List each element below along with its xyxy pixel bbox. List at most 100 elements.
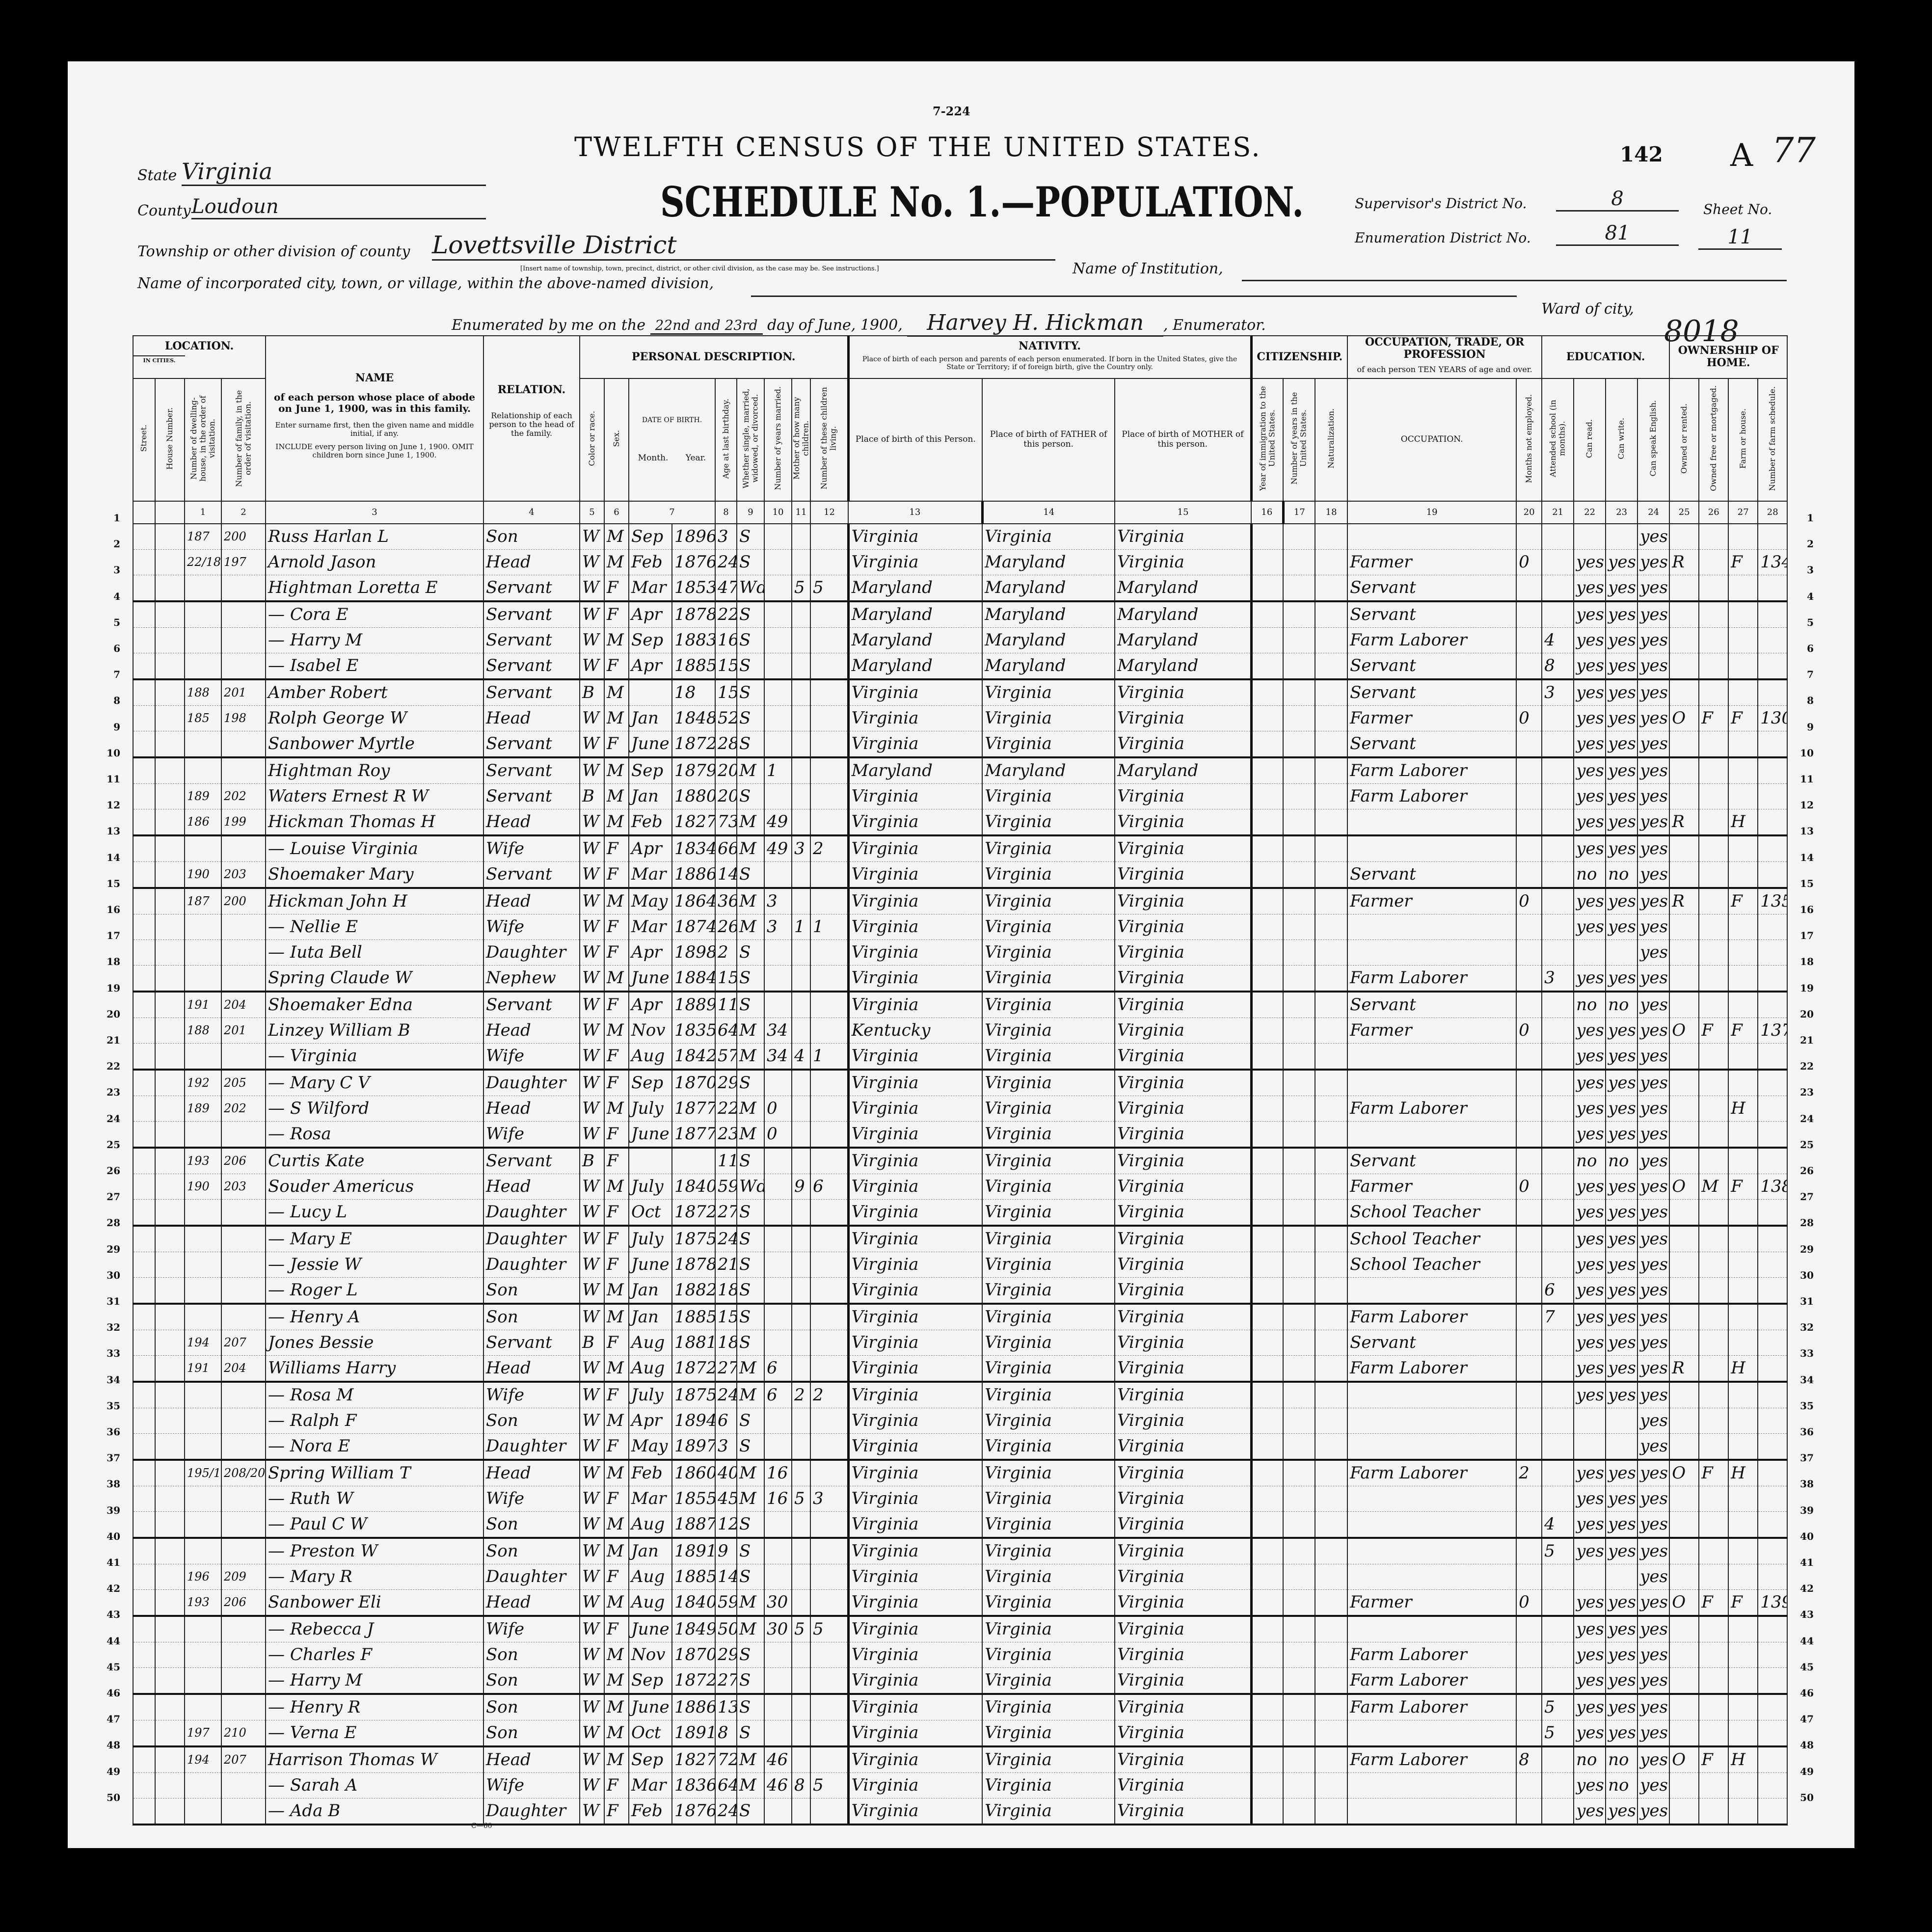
marital-status-cell: M xyxy=(736,1043,765,1071)
line-number-left: 5 xyxy=(113,616,120,628)
table-row: 185 198 Rolph George W Head W M Jan 1848 52 S Virg… xyxy=(133,705,1788,731)
city-label: Name of incorporated city, town, or vill… xyxy=(137,275,714,292)
street-cell xyxy=(133,1563,156,1590)
occupation-group-title: OCCUPATION, TRADE, OR PROFESSION xyxy=(1365,336,1525,361)
farm-schedule-number-cell xyxy=(1757,1147,1788,1174)
father-birthplace-cell: Virginia xyxy=(982,1485,1116,1512)
farm-schedule-number-cell: 135 xyxy=(1757,887,1788,914)
free-or-mortgaged-cell xyxy=(1698,1511,1729,1539)
mother-birthplace-cell: Virginia xyxy=(1114,549,1252,575)
years-in-us-cell xyxy=(1283,1173,1316,1200)
table-row: Hightman Loretta EServantWFMar185347Wd55… xyxy=(133,574,1788,602)
marital-status-cell: M xyxy=(736,1381,765,1408)
color-cell: W xyxy=(579,1121,605,1149)
birthplace-cell: Virginia xyxy=(847,939,983,966)
farm-or-house-cell xyxy=(1728,1641,1759,1668)
column-number: 2 xyxy=(220,500,267,524)
color-cell: W xyxy=(579,1069,605,1096)
line-number-right: 6 xyxy=(1807,643,1814,654)
family-number-cell: 209 xyxy=(220,1563,267,1590)
house-cell xyxy=(155,1303,185,1330)
relationship-cell: Wife xyxy=(483,1121,581,1149)
farm-schedule-number-cell xyxy=(1757,1095,1788,1122)
years-married-cell: 49 xyxy=(764,835,793,862)
street-cell xyxy=(133,861,156,889)
line-number-left: 1 xyxy=(113,512,120,524)
relationship-cell: Son xyxy=(483,1277,581,1305)
farm-schedule-number-cell xyxy=(1757,1199,1788,1227)
years-in-us-cell xyxy=(1283,1303,1316,1330)
owned-or-rented-cell: O xyxy=(1669,1173,1700,1200)
birth-month-cell: Oct xyxy=(628,1199,673,1227)
occupation-cell: Servant xyxy=(1347,1329,1517,1356)
color-cell: W xyxy=(579,652,605,680)
years-in-us-cell xyxy=(1283,523,1316,550)
birth-year-cell: 18 xyxy=(671,679,716,706)
line-number-right: 48 xyxy=(1800,1739,1814,1751)
house-cell xyxy=(155,991,185,1018)
immigration-year-cell xyxy=(1250,549,1284,575)
school-months-cell xyxy=(1541,1329,1575,1356)
naturalization-cell xyxy=(1315,757,1348,784)
dwelling-number-cell: 190 xyxy=(184,1173,222,1200)
color-cell: W xyxy=(579,705,605,731)
years-married-cell xyxy=(764,1173,793,1200)
sex-cell: M xyxy=(604,1459,630,1486)
age-cell: 15 xyxy=(715,965,738,993)
birth-month-cell: Apr xyxy=(628,991,673,1018)
naturalization-cell xyxy=(1315,783,1348,809)
column-number: 17 xyxy=(1282,500,1316,524)
can-write-cell: yes xyxy=(1605,1251,1638,1278)
person-name-cell: — Charles F xyxy=(265,1641,484,1668)
dwelling-number-cell: 185 xyxy=(184,705,222,731)
owned-or-rented-cell xyxy=(1669,1303,1700,1330)
street-cell xyxy=(133,1433,156,1461)
birthplace-cell: Virginia xyxy=(847,1615,983,1642)
family-number-cell: 199 xyxy=(220,808,267,836)
months-unemployed-cell xyxy=(1516,1798,1543,1825)
owned-or-rented-cell xyxy=(1669,574,1700,602)
can-read-cell: no xyxy=(1573,991,1607,1018)
house-cell xyxy=(155,705,185,731)
months-unemployed-cell xyxy=(1516,1251,1543,1278)
line-number-left: 39 xyxy=(107,1504,120,1516)
person-name-cell: Hightman Roy xyxy=(265,757,484,784)
naturalization-cell xyxy=(1315,549,1348,575)
birth-year-cell: 1880 xyxy=(671,783,716,809)
farm-or-house-cell: F xyxy=(1728,705,1759,731)
relationship-cell: Son xyxy=(483,1303,581,1330)
school-months-cell xyxy=(1541,1641,1575,1668)
age-cell: 27 xyxy=(715,1355,738,1383)
line-number-right: 45 xyxy=(1800,1661,1814,1673)
school-months-cell xyxy=(1541,1798,1575,1825)
birth-month-cell: Sep xyxy=(628,627,673,653)
color-cell: W xyxy=(579,1225,605,1252)
years-in-us-cell xyxy=(1283,783,1316,809)
can-read-cell: yes xyxy=(1573,1615,1607,1642)
can-speak-english-cell: yes xyxy=(1637,1199,1670,1227)
father-birthplace-cell: Virginia xyxy=(982,1095,1116,1122)
can-read-cell: yes xyxy=(1573,1667,1607,1695)
marital-status-cell: S xyxy=(736,861,765,889)
sex-cell: M xyxy=(604,1667,630,1695)
age-cell: 29 xyxy=(715,1641,738,1668)
dwelling-number-cell xyxy=(184,835,222,862)
marital-status-cell: M xyxy=(736,1121,765,1149)
birth-year-cell: 1875 xyxy=(671,1381,716,1408)
farm-or-house-cell xyxy=(1728,913,1759,940)
father-birthplace-cell: Virginia xyxy=(982,1329,1116,1356)
can-read-cell: yes xyxy=(1573,1043,1607,1071)
can-speak-english-cell: yes xyxy=(1637,887,1670,914)
person-name-cell: — Harry M xyxy=(265,1667,484,1695)
age-cell: 8 xyxy=(715,1719,738,1747)
dwelling-number-cell xyxy=(184,1667,222,1695)
free-or-mortgaged-cell xyxy=(1698,808,1729,836)
sex-cell: M xyxy=(604,1693,630,1720)
children-born-cell xyxy=(791,887,811,914)
school-months-cell xyxy=(1541,1225,1575,1252)
relationship-cell: Head xyxy=(483,1017,581,1044)
sex-cell: F xyxy=(604,1798,630,1825)
can-write-cell: no xyxy=(1605,991,1638,1018)
marital-status-cell: S xyxy=(736,939,765,966)
line-number-right: 47 xyxy=(1800,1713,1814,1725)
